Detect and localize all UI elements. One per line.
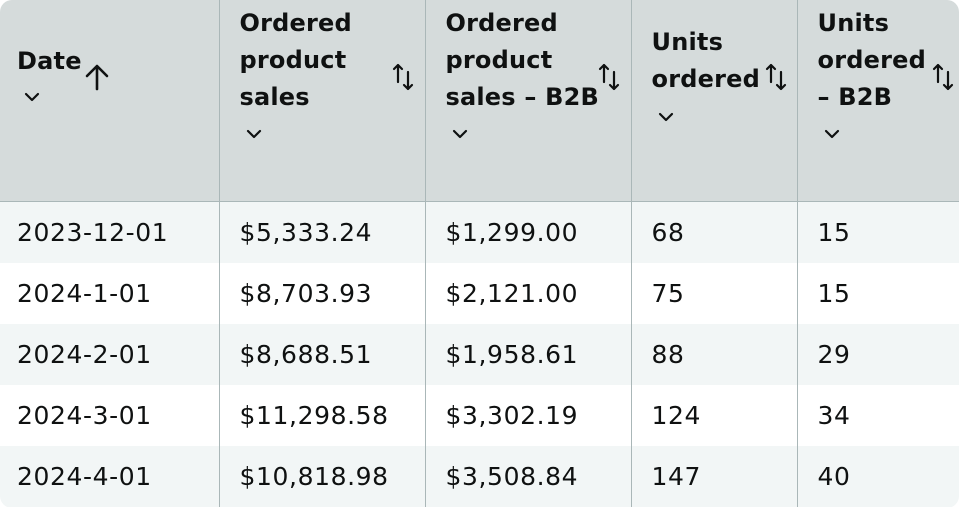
cell-units-ordered: 68 (631, 201, 798, 263)
cell-date: 2024-2-01 (0, 323, 220, 385)
chevron-down-icon[interactable] (246, 128, 262, 140)
cell-units-ordered-b2b: 40 (797, 445, 959, 507)
column-header-units-ordered[interactable]: Units ordered (631, 0, 798, 202)
chevron-down-icon[interactable] (824, 128, 840, 140)
cell-ordered-product-sales-b2b: $1,299.00 (425, 201, 632, 263)
column-header-label: Ordered product sales (239, 9, 352, 111)
cell-units-ordered-b2b: 15 (797, 201, 959, 263)
sort-arrows-icon[interactable] (931, 62, 955, 92)
column-header-ordered-product-sales[interactable]: Ordered product sales (219, 0, 426, 202)
cell-ordered-product-sales-b2b: $1,958.61 (425, 323, 632, 385)
column-header-date[interactable]: Date (0, 0, 220, 202)
column-header-label: Ordered product sales – B2B (445, 9, 599, 111)
table-row: 2024-1-01 $8,703.93 $2,121.00 75 15 (0, 262, 959, 324)
cell-ordered-product-sales-b2b: $3,508.84 (425, 445, 632, 507)
cell-units-ordered: 124 (631, 384, 798, 446)
cell-date: 2024-1-01 (0, 262, 220, 324)
cell-units-ordered-b2b: 15 (797, 262, 959, 324)
sort-arrows-icon[interactable] (391, 62, 415, 92)
table-row: 2024-4-01 $10,818.98 $3,508.84 147 40 (0, 445, 959, 507)
chevron-down-icon[interactable] (658, 111, 674, 123)
column-header-label: Date (17, 47, 82, 75)
cell-ordered-product-sales: $11,298.58 (219, 384, 426, 446)
column-header-ordered-product-sales-b2b[interactable]: Ordered product sales – B2B (425, 0, 632, 202)
cell-units-ordered: 75 (631, 262, 798, 324)
table-row: 2024-2-01 $8,688.51 $1,958.61 88 29 (0, 323, 959, 385)
table-row: 2024-3-01 $11,298.58 $3,302.19 124 34 (0, 384, 959, 446)
cell-date: 2023-12-01 (0, 201, 220, 263)
sort-arrows-icon[interactable] (597, 62, 621, 92)
column-header-label: Units ordered – B2B (817, 9, 926, 111)
table-row: 2023-12-01 $5,333.24 $1,299.00 68 15 (0, 201, 959, 263)
cell-date: 2024-3-01 (0, 384, 220, 446)
cell-units-ordered-b2b: 34 (797, 384, 959, 446)
sort-arrows-icon[interactable] (764, 62, 788, 92)
column-header-units-ordered-b2b[interactable]: Units ordered – B2B (797, 0, 959, 202)
cell-units-ordered-b2b: 29 (797, 323, 959, 385)
cell-units-ordered: 88 (631, 323, 798, 385)
cell-ordered-product-sales: $8,703.93 (219, 262, 426, 324)
cell-ordered-product-sales: $10,818.98 (219, 445, 426, 507)
cell-ordered-product-sales: $5,333.24 (219, 201, 426, 263)
chevron-down-icon[interactable] (452, 128, 468, 140)
cell-ordered-product-sales-b2b: $3,302.19 (425, 384, 632, 446)
column-header-label: Units ordered (651, 28, 760, 93)
arrow-up-icon[interactable] (84, 63, 110, 91)
header-row: Date Ordered pr (0, 0, 959, 202)
chevron-down-icon[interactable] (24, 91, 40, 103)
cell-date: 2024-4-01 (0, 445, 220, 507)
cell-ordered-product-sales: $8,688.51 (219, 323, 426, 385)
cell-units-ordered: 147 (631, 445, 798, 507)
cell-ordered-product-sales-b2b: $2,121.00 (425, 262, 632, 324)
